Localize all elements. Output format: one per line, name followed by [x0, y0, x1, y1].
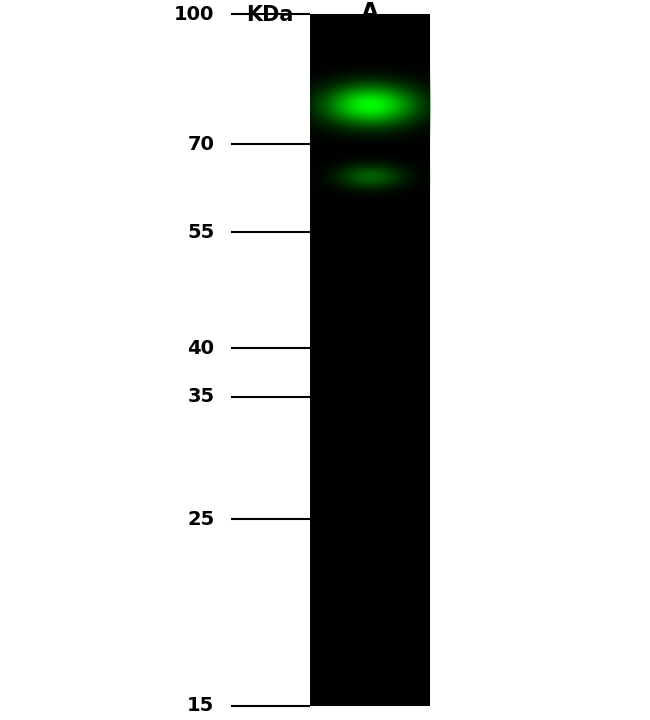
- Text: A: A: [361, 1, 380, 25]
- Text: 40: 40: [187, 338, 214, 358]
- Text: 35: 35: [187, 387, 214, 406]
- Text: 15: 15: [187, 696, 214, 715]
- Text: 25: 25: [187, 510, 214, 529]
- Text: 55: 55: [187, 222, 214, 242]
- Text: 100: 100: [174, 5, 214, 24]
- Text: 70: 70: [188, 135, 215, 154]
- Text: KDa: KDa: [246, 5, 293, 25]
- Bar: [310, 14, 430, 706]
